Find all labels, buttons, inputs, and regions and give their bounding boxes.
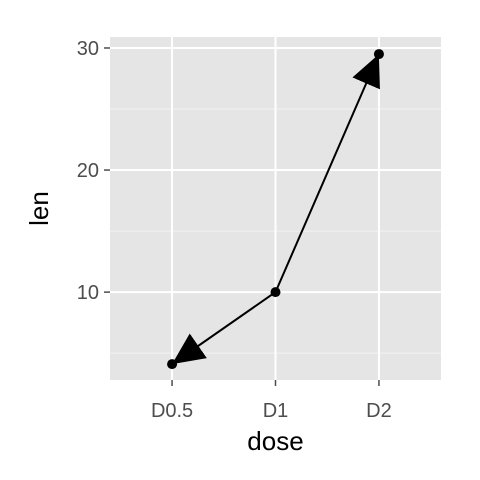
y-tick-label-30: 30	[77, 38, 99, 60]
data-point-D2	[373, 49, 384, 60]
x-axis-title: dose	[247, 426, 303, 456]
tick-labels: 10 20 30 D0.5 D1 D2	[77, 38, 392, 422]
x-tick-label-D1: D1	[263, 400, 289, 422]
axis-ticks	[104, 47, 380, 386]
y-tick-label-20: 20	[77, 160, 99, 182]
y-axis-title: len	[24, 191, 54, 226]
x-tick-label-D2: D2	[366, 400, 392, 422]
y-tick-label-10: 10	[77, 282, 99, 304]
data-point-D0.5	[167, 359, 178, 370]
x-tick-label-D0.5: D0.5	[151, 400, 193, 422]
data-point-D1	[270, 287, 281, 298]
data-series	[167, 49, 384, 370]
